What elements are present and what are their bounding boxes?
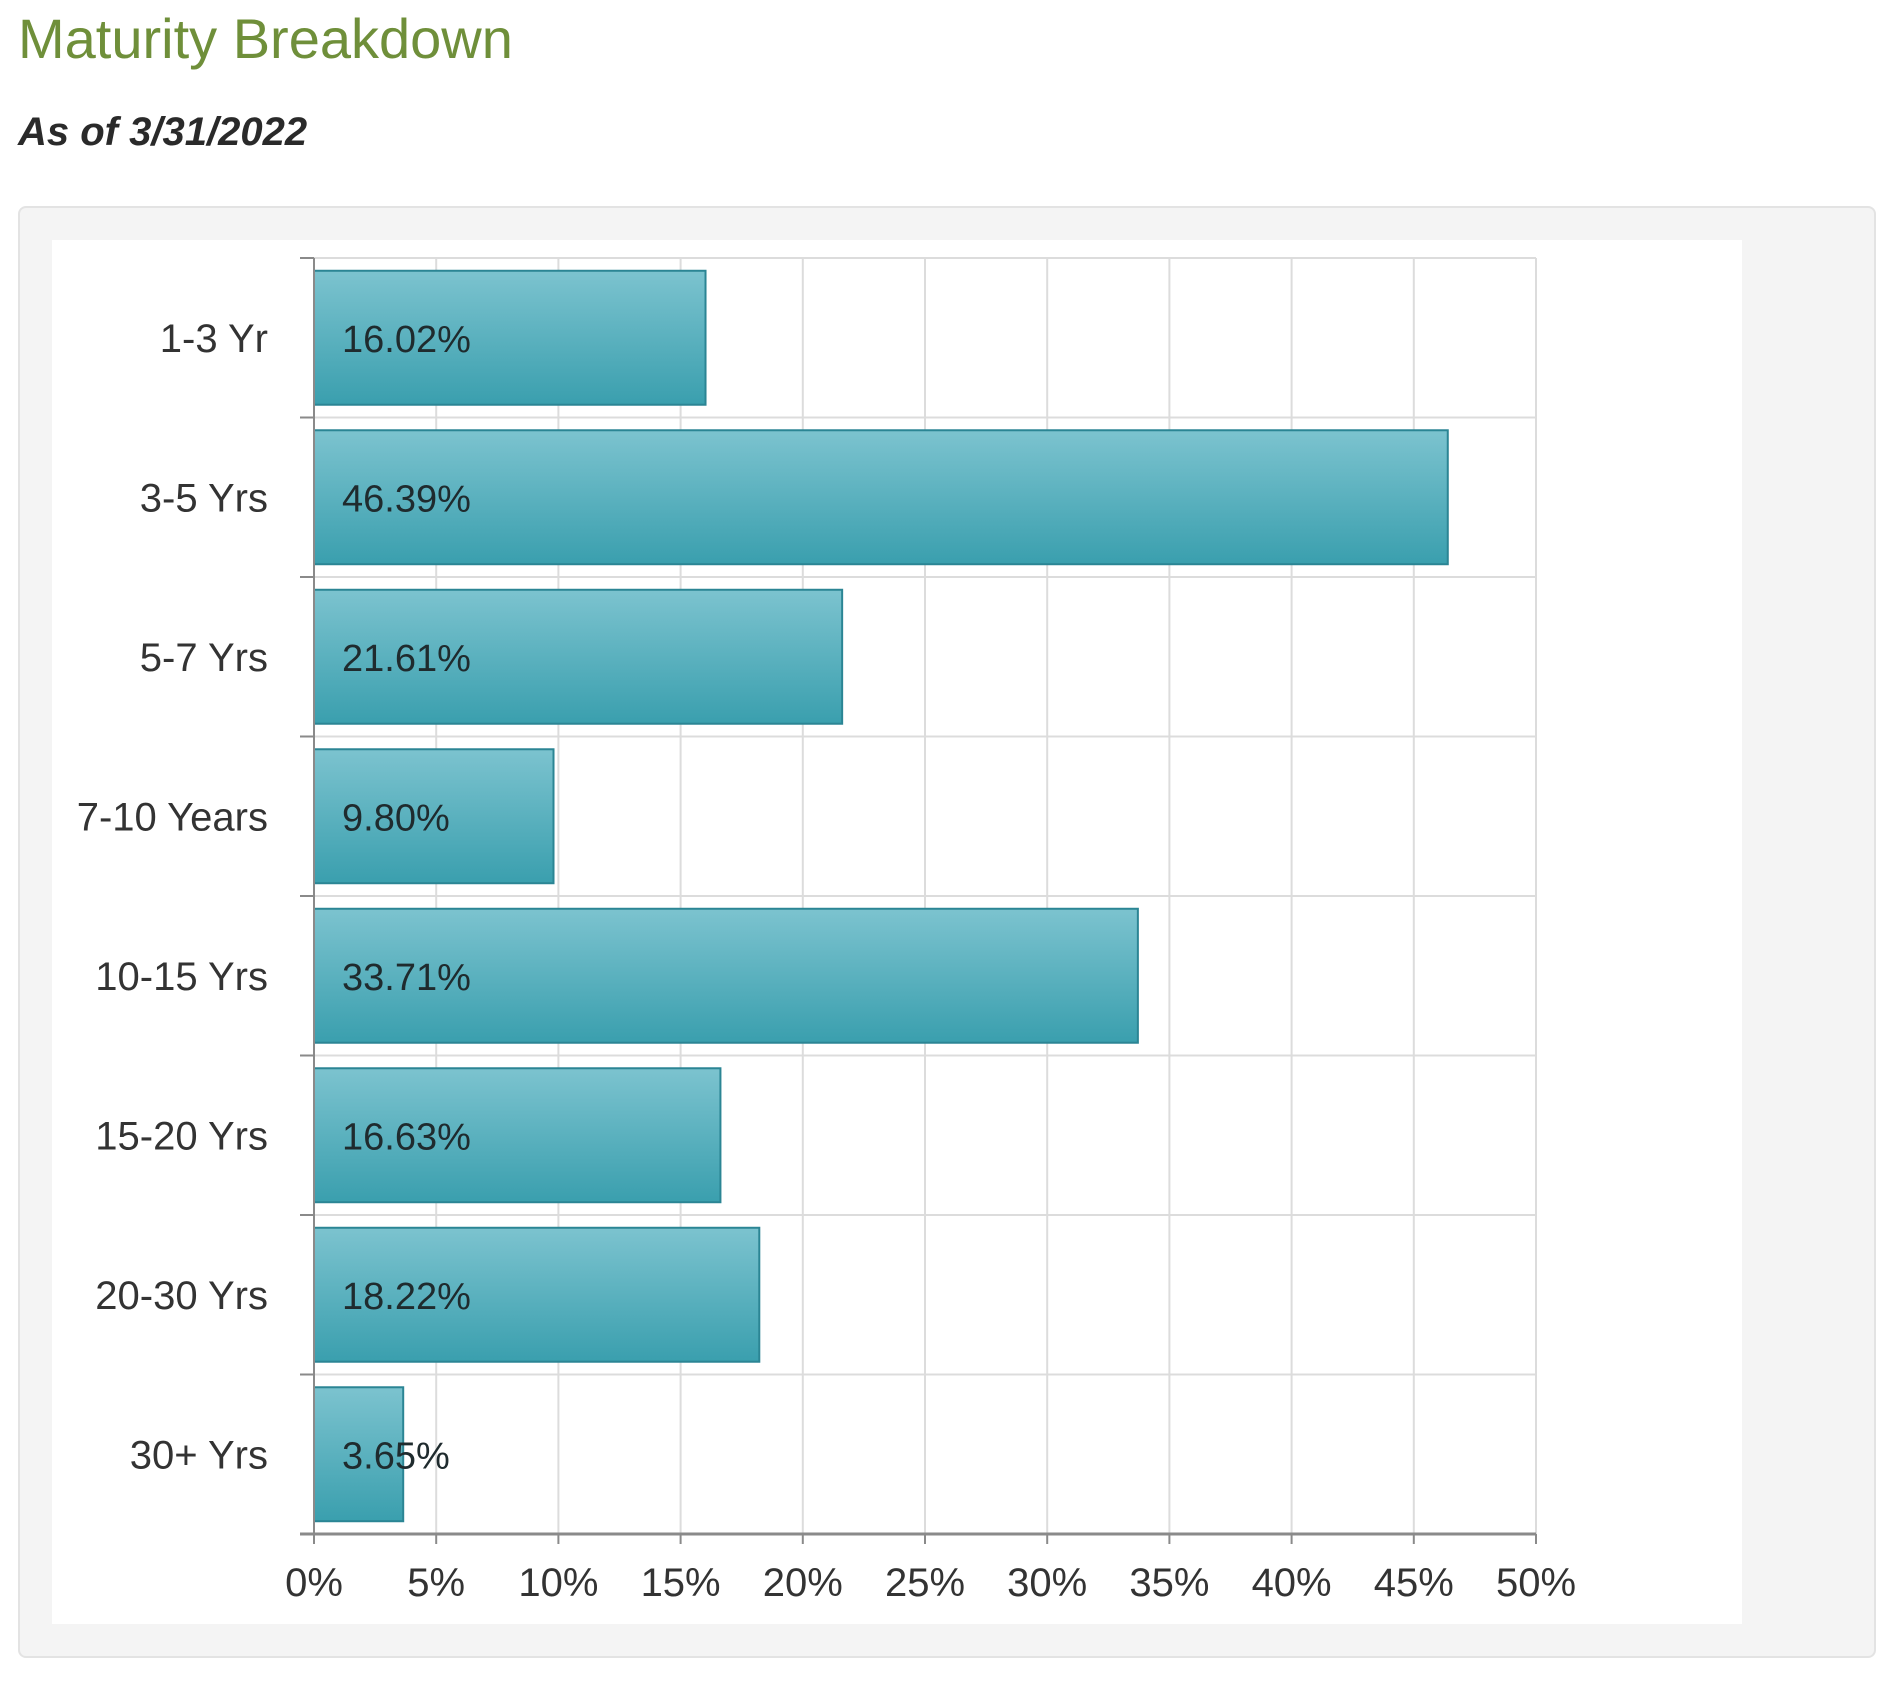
bar-value-label: 33.71% — [342, 957, 471, 999]
bar — [313, 907, 1139, 1044]
category-label: 10-15 Yrs — [95, 955, 268, 999]
category-label: 7-10 Years — [77, 795, 268, 839]
bar-value-label: 16.63% — [342, 1116, 471, 1158]
x-tick-label: 35% — [1129, 1561, 1209, 1605]
category-label: 15-20 Yrs — [95, 1114, 268, 1158]
bar-value-label: 9.80% — [342, 797, 450, 839]
x-tick-label: 45% — [1374, 1561, 1454, 1605]
bar — [313, 588, 844, 725]
x-tick-label: 30% — [1007, 1561, 1087, 1605]
bar — [313, 429, 1449, 566]
category-label: 3-5 Yrs — [140, 476, 268, 520]
category-label: 5-7 Yrs — [140, 636, 268, 680]
bar-value-label: 46.39% — [342, 478, 471, 520]
x-tick-label: 0% — [285, 1561, 343, 1605]
x-tick-label: 50% — [1496, 1561, 1576, 1605]
category-label: 30+ Yrs — [130, 1433, 268, 1477]
bar-value-label: 16.02% — [342, 319, 471, 361]
labels: 16.02% 1-3 Yr 46.39% 3-5 Yrs 21.61% 5-7 Yrs 9.… — [77, 317, 1576, 1605]
x-tick-label: 10% — [518, 1561, 598, 1605]
axes — [300, 257, 1537, 1544]
category-label: 1-3 Yr — [160, 317, 268, 361]
bar — [313, 1067, 722, 1204]
x-tick-label: 15% — [641, 1561, 721, 1605]
x-tick-label: 25% — [885, 1561, 965, 1605]
chart-title: Maturity Breakdown — [18, 7, 513, 70]
x-tick-label: 40% — [1252, 1561, 1332, 1605]
bar-value-label: 3.65% — [342, 1435, 450, 1477]
bar — [313, 1386, 405, 1523]
x-tick-label: 20% — [763, 1561, 843, 1605]
as-of-date: As of 3/31/2022 — [18, 110, 308, 154]
bar — [313, 269, 707, 406]
category-label: 20-30 Yrs — [95, 1274, 268, 1318]
x-tick-label: 5% — [407, 1561, 465, 1605]
bar-value-label: 21.61% — [342, 638, 471, 680]
bar — [313, 748, 555, 885]
bars — [313, 269, 1449, 1523]
bar-value-label: 18.22% — [342, 1276, 471, 1318]
bar — [313, 1226, 761, 1363]
